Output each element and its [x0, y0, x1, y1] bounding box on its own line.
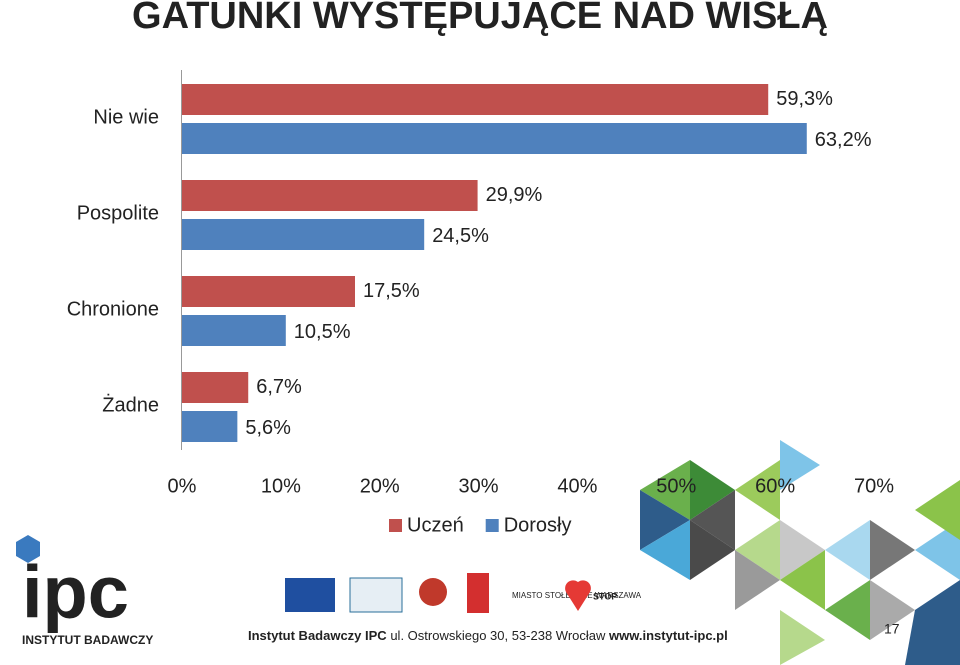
value-label: 59,3%: [776, 88, 833, 110]
value-label: 17,5%: [363, 280, 420, 302]
y-tick-label: Nie wie: [93, 106, 159, 128]
natura-logo: [349, 577, 403, 613]
value-label: 5,6%: [245, 417, 291, 439]
warsaw-crest: [467, 573, 489, 613]
value-label: 24,5%: [432, 225, 489, 247]
value-label: 10,5%: [294, 321, 351, 343]
eu-logo: [285, 578, 335, 612]
value-label: 63,2%: [815, 129, 872, 151]
logo: ipc: [22, 551, 129, 634]
value-label: 29,9%: [486, 184, 543, 206]
nfosigw-logo: [419, 578, 447, 606]
legend-swatch: [485, 519, 499, 532]
website: www.instytut-ipc.pl: [608, 628, 728, 643]
bar: [182, 276, 355, 307]
address-name: Instytut Badawczy IPC: [248, 628, 387, 643]
bar: [182, 84, 769, 115]
y-tick-label: Żadne: [102, 393, 159, 416]
footer-address: Instytut Badawczy IPC ul. Ostrowskiego 3…: [248, 628, 728, 643]
legend-swatch: [389, 519, 402, 532]
bar: [182, 180, 478, 211]
bar: [182, 411, 238, 442]
x-tick-label: 70%: [854, 475, 894, 497]
stop-label: STOP: [593, 591, 617, 601]
y-tick-label: Pospolite: [77, 202, 159, 224]
x-tick-label: 30%: [459, 475, 499, 497]
legend-label: Dorosły: [504, 514, 572, 536]
x-tick-label: 60%: [755, 475, 795, 497]
page-number: 17: [884, 621, 900, 637]
x-tick-label: 0%: [168, 475, 197, 497]
y-tick-label: Chronione: [67, 298, 159, 320]
x-tick-label: 10%: [261, 475, 301, 497]
decoration: [640, 440, 960, 665]
legend-label: Uczeń: [407, 514, 464, 536]
x-tick-label: 40%: [557, 475, 597, 497]
logo-caption: INSTYTUT BADAWCZY: [22, 633, 153, 647]
x-tick-label: 20%: [360, 475, 400, 497]
bar: [182, 372, 249, 403]
bar: [182, 219, 425, 250]
value-label: 6,7%: [256, 376, 302, 398]
address: ul. Ostrowskiego 30, 53-238 Wrocław: [390, 628, 606, 643]
logo-mark: [16, 535, 40, 563]
stop-heart: [565, 580, 591, 611]
chart-title: GATUNKI WYSTĘPUJĄCE NAD WISŁĄ: [132, 0, 828, 37]
footer: ipc INSTYTUT BADAWCZY MIASTO STOŁECZNE W…: [16, 535, 900, 647]
bar: [182, 123, 807, 154]
x-tick-label: 50%: [656, 475, 696, 497]
bar: [182, 315, 286, 346]
